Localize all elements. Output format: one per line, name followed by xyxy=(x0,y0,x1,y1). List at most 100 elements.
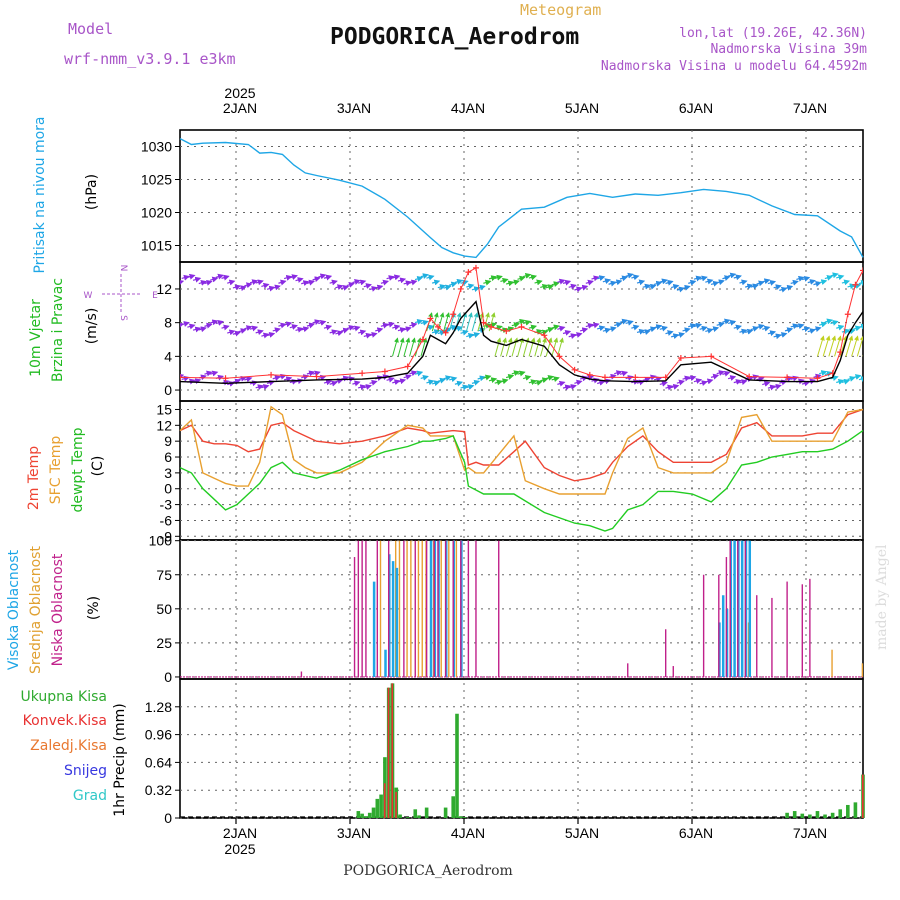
wind-gust-marker xyxy=(404,363,411,370)
wind-arrow xyxy=(739,279,748,286)
svg-text:N: N xyxy=(118,265,128,272)
temp2m-label: 2m Temp xyxy=(26,446,42,510)
wind-arrow xyxy=(352,279,361,285)
wind-arrow xyxy=(363,384,372,390)
wind-arrow xyxy=(460,312,468,332)
wind-arrow xyxy=(488,275,498,282)
panel-frames xyxy=(179,129,864,819)
wind-arrow xyxy=(671,283,680,290)
wind-arrow xyxy=(517,275,526,282)
wind-gust-marker xyxy=(222,375,229,382)
wind-arrow xyxy=(420,273,429,279)
wind-arrow xyxy=(204,322,213,329)
wind-arrow xyxy=(255,279,264,286)
wind-arrow xyxy=(653,324,663,330)
wind-arrow xyxy=(839,335,848,357)
wind-gust-marker xyxy=(518,323,525,330)
wind-arrow xyxy=(790,279,799,286)
wind-gust-marker xyxy=(586,371,593,378)
wind-arrow xyxy=(306,370,316,377)
wind-arrow xyxy=(477,327,486,334)
meteogram-label: Meteogram xyxy=(520,1,601,19)
wind-arrow xyxy=(392,274,401,281)
precip-series xyxy=(180,683,865,818)
precip-conv-bar xyxy=(391,683,394,818)
wind-arrow xyxy=(790,323,799,330)
wind-arrow xyxy=(834,335,842,357)
wind-gust-marker xyxy=(427,315,434,322)
wind-arrow xyxy=(386,321,395,328)
wind-arrow xyxy=(568,283,577,290)
wind-arrow xyxy=(403,326,412,333)
day-label-bottom: 4JAN xyxy=(451,825,485,841)
y-tick-label: 1025 xyxy=(141,172,172,188)
wind-arrow xyxy=(329,380,338,387)
dewpt-label: dewpt Temp xyxy=(70,427,86,512)
wind-arrow xyxy=(642,283,651,290)
wind-arrow xyxy=(386,376,395,383)
wind-arrow xyxy=(295,326,304,333)
y-tick-label: -3 xyxy=(160,497,173,513)
wind-gust-marker xyxy=(313,373,320,380)
wind-gust-marker xyxy=(746,373,753,380)
wind-arrow xyxy=(659,380,668,387)
day-label-top: 5JAN xyxy=(565,100,599,116)
wind-gust-marker xyxy=(852,281,859,288)
wind-arrow xyxy=(528,379,538,386)
wind-arrow xyxy=(471,332,481,338)
sfc-temp-label: SFC Temp xyxy=(48,436,64,505)
wind-arrow xyxy=(494,274,503,281)
wind-arrow xyxy=(403,280,412,287)
wind-arrow xyxy=(619,275,629,282)
wind-arrow xyxy=(227,329,236,336)
year-bottom: 2025 xyxy=(224,841,255,857)
wind-arrow xyxy=(449,376,458,383)
wind-arrow xyxy=(523,319,532,326)
wind-arrow xyxy=(414,319,424,325)
wind-arrow xyxy=(818,370,828,376)
wind-gust-marker xyxy=(632,374,639,381)
wind-arrow xyxy=(682,327,691,334)
wind-arrow xyxy=(329,329,338,336)
wind-arrow xyxy=(323,274,333,281)
precip-total-bar xyxy=(815,811,820,818)
wind-arrow xyxy=(261,384,270,390)
wind-arrow xyxy=(585,279,594,286)
wind-arrow xyxy=(244,325,253,331)
wind-gust-marker xyxy=(662,374,669,381)
wind-arrow xyxy=(420,337,428,357)
wind-arrow xyxy=(511,322,520,328)
wind-arrow xyxy=(505,280,515,287)
pressure-line xyxy=(179,137,864,259)
wind-arrow xyxy=(727,319,737,326)
wind-arrow xyxy=(557,278,566,285)
legend-snow: Snijeg xyxy=(64,763,107,779)
wind-arrow xyxy=(483,279,492,286)
wind-arrow xyxy=(403,374,412,380)
wind-arrow xyxy=(534,337,542,357)
wind-arrow xyxy=(813,326,822,332)
wind-arrow xyxy=(204,279,213,286)
wind-gust-marker xyxy=(359,370,366,377)
wind-arrow xyxy=(693,322,703,329)
y-tick-label: 0 xyxy=(164,382,172,398)
wind-arrow xyxy=(443,312,451,332)
cloud-unit: (%) xyxy=(86,596,102,620)
wind-arrow xyxy=(192,326,202,333)
precip-total-bar xyxy=(853,802,858,818)
wind-arrow xyxy=(180,279,185,286)
wind-arrow xyxy=(431,279,441,286)
wind-arrow xyxy=(283,274,293,281)
wind-arrow xyxy=(534,279,543,286)
wind-arrow xyxy=(380,322,390,329)
wind-arrow xyxy=(796,323,805,330)
compass-icon: W E N S xyxy=(84,265,159,322)
precip-total-bar xyxy=(356,811,361,818)
wind-arrow xyxy=(856,335,863,357)
wind-arrow xyxy=(306,279,316,286)
wind-arrow xyxy=(511,370,520,376)
wind-arrow xyxy=(830,319,839,326)
wind-arrow xyxy=(289,274,298,280)
wind-arrow xyxy=(397,337,405,357)
wind-arrow xyxy=(841,328,851,335)
